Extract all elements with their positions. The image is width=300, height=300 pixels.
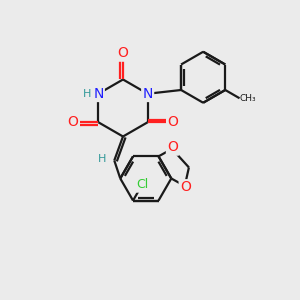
Text: O: O (167, 115, 178, 129)
Text: Cl: Cl (136, 178, 148, 191)
Text: O: O (118, 46, 128, 60)
Text: O: O (180, 181, 191, 194)
Text: N: N (93, 87, 104, 101)
Text: O: O (167, 140, 178, 154)
Text: H: H (98, 154, 106, 164)
Text: CH₃: CH₃ (240, 94, 256, 103)
Text: O: O (68, 115, 79, 129)
Text: H: H (83, 89, 91, 99)
Text: N: N (142, 87, 153, 101)
